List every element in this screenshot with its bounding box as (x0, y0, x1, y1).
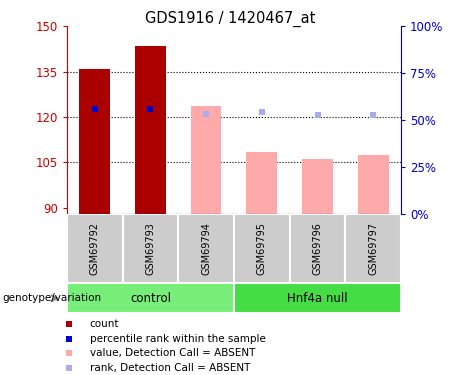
Text: GSM69797: GSM69797 (368, 222, 378, 275)
Text: rank, Detection Call = ABSENT: rank, Detection Call = ABSENT (90, 363, 250, 373)
Text: GDS1916 / 1420467_at: GDS1916 / 1420467_at (145, 11, 316, 27)
Bar (79, 69, 110, 214)
Bar (135, 46, 165, 214)
Text: Hnf4a null: Hnf4a null (287, 292, 348, 304)
Text: count: count (90, 319, 119, 329)
Bar (67, 214, 123, 283)
Bar (234, 214, 290, 283)
Bar (358, 155, 389, 214)
Text: GSM69794: GSM69794 (201, 222, 211, 275)
Bar (247, 152, 277, 214)
Bar (67, 283, 234, 313)
Text: genotype/variation: genotype/variation (2, 293, 101, 303)
Bar (123, 214, 178, 283)
Text: GSM69795: GSM69795 (257, 222, 267, 275)
Bar (302, 159, 333, 214)
Bar (345, 214, 401, 283)
Text: GSM69793: GSM69793 (145, 222, 155, 275)
Bar (234, 283, 401, 313)
Text: GSM69792: GSM69792 (90, 222, 100, 275)
Text: GSM69796: GSM69796 (313, 222, 323, 275)
Text: value, Detection Call = ABSENT: value, Detection Call = ABSENT (90, 348, 255, 358)
Bar (191, 106, 221, 214)
Bar (290, 214, 345, 283)
Text: percentile rank within the sample: percentile rank within the sample (90, 334, 266, 344)
Bar (178, 214, 234, 283)
Text: control: control (130, 292, 171, 304)
